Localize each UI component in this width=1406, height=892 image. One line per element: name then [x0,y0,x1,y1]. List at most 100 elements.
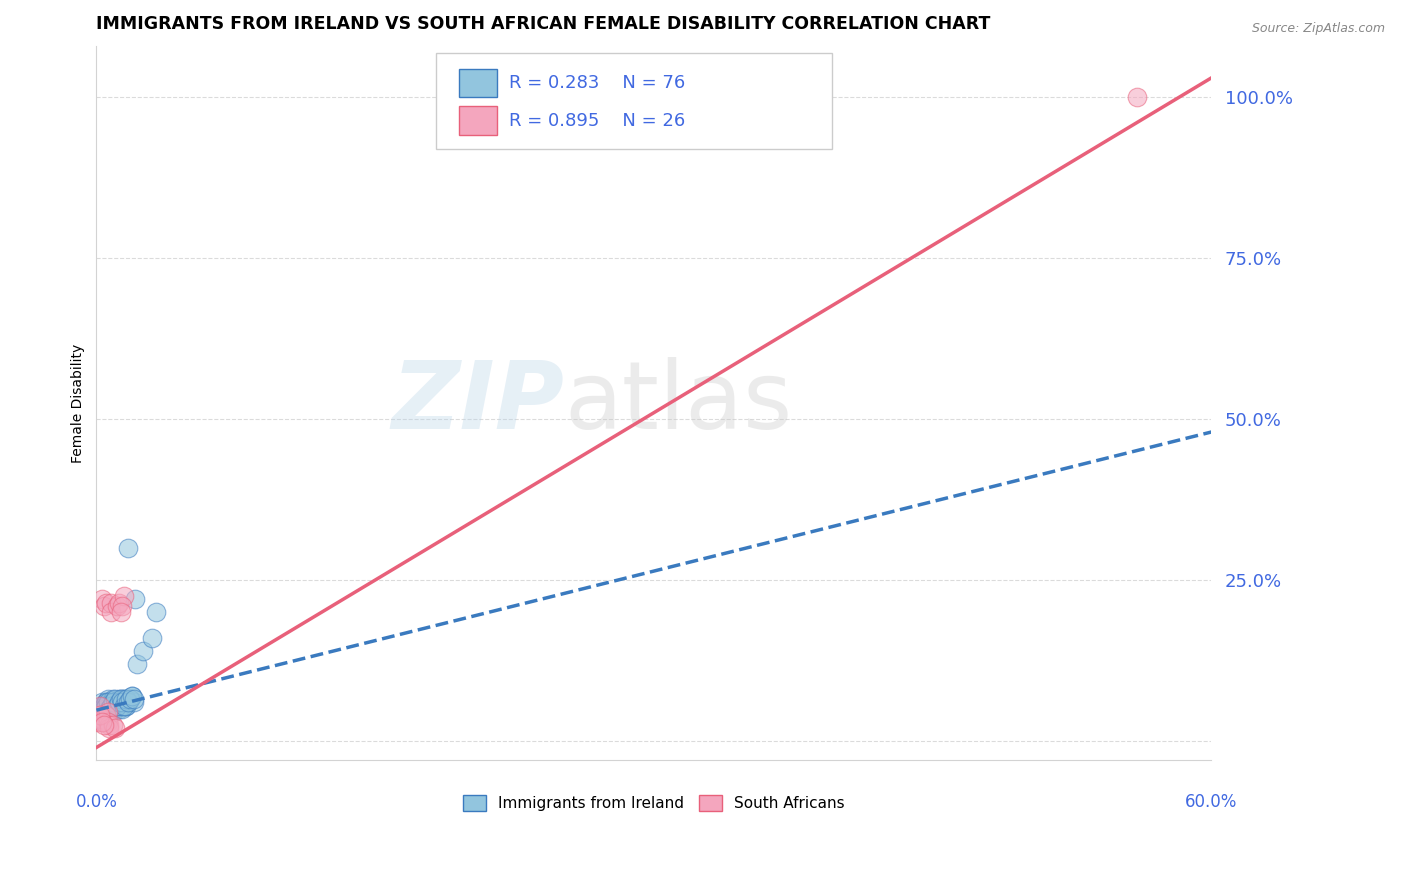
Point [90,714,112,729]
Point [112,589,135,603]
Point [105,698,128,713]
Point [104,721,127,735]
Point [124,592,146,607]
Point [98,698,121,713]
Point [117,695,139,709]
Point [145,605,167,619]
Point [105,695,128,709]
Point [100,702,122,716]
Point [98,702,121,716]
Point [122,692,145,706]
Point [104,695,127,709]
Point [96,705,118,719]
Point [90,702,112,716]
Point [93,714,115,729]
Point [112,692,135,706]
Point [141,631,163,645]
Point [104,692,127,706]
Point [96,714,118,729]
Point [101,718,124,732]
Point [107,702,129,716]
Point [90,712,112,726]
Point [111,698,134,713]
Point [93,702,115,716]
Point [112,692,135,706]
Point [100,695,122,709]
Point [90,592,112,607]
Legend: Immigrants from Ireland, South Africans: Immigrants from Ireland, South Africans [457,789,851,817]
Point [90,698,112,713]
Point [96,695,118,709]
Point [94,695,117,709]
Point [93,599,115,613]
Point [117,695,139,709]
Point [89,702,111,716]
Point [111,702,134,716]
Point [107,698,129,713]
Point [115,698,138,713]
Point [89,705,111,719]
Point [127,657,149,671]
Point [110,698,132,713]
Point [110,695,132,709]
Y-axis label: Female Disability: Female Disability [72,343,86,463]
Point [90,705,112,719]
Point [121,689,143,703]
Point [110,605,132,619]
Point [107,695,129,709]
Point [87,708,110,723]
Text: 60.0%: 60.0% [1185,793,1237,811]
Point [100,695,122,709]
Point [89,708,111,723]
Text: ZIP: ZIP [392,357,565,449]
Point [111,599,134,613]
Point [100,698,122,713]
Text: 0.0%: 0.0% [76,793,117,811]
Text: R = 0.895    N = 26: R = 0.895 N = 26 [509,112,685,129]
Point [107,596,129,610]
Point [89,708,111,723]
Point [98,698,121,713]
Point [104,702,127,716]
Point [112,695,135,709]
Point [98,718,121,732]
Point [94,695,117,709]
Point [110,692,132,706]
FancyBboxPatch shape [458,69,496,97]
Point [87,714,110,729]
Point [98,721,121,735]
Point [87,712,110,726]
Point [94,698,117,713]
Point [90,695,112,709]
Point [93,705,115,719]
Point [94,708,117,723]
Point [94,698,117,713]
Point [87,708,110,723]
Point [101,695,124,709]
Point [93,698,115,713]
Point [93,718,115,732]
Point [100,596,122,610]
Text: Source: ZipAtlas.com: Source: ZipAtlas.com [1251,22,1385,36]
Point [118,692,141,706]
Point [110,692,132,706]
Point [89,705,111,719]
Point [111,695,134,709]
Point [96,692,118,706]
Point [104,698,127,713]
Point [96,702,118,716]
Text: R = 0.283    N = 76: R = 0.283 N = 76 [509,74,685,92]
Point [89,698,111,713]
Point [115,692,138,706]
Point [101,705,124,719]
FancyBboxPatch shape [436,53,832,149]
Point [112,698,135,713]
Point [100,605,122,619]
Point [111,695,134,709]
Point [105,698,128,713]
Point [118,692,141,706]
Point [101,692,124,706]
FancyBboxPatch shape [458,106,496,135]
Point [1126,90,1149,104]
Text: IMMIGRANTS FROM IRELAND VS SOUTH AFRICAN FEMALE DISABILITY CORRELATION CHART: IMMIGRANTS FROM IRELAND VS SOUTH AFRICAN… [97,15,991,33]
